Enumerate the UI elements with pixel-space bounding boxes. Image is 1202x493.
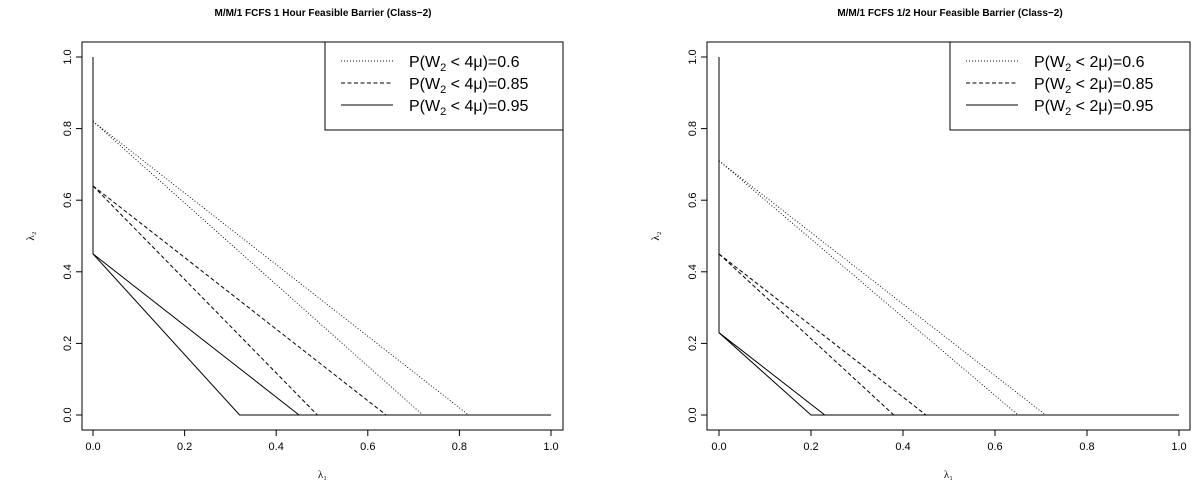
y-axis-label: λ₂ (25, 231, 37, 240)
legend-entry: P(W2 < 2μ)=0.95 (1034, 98, 1154, 118)
x-tick-label: 0.6 (987, 441, 1002, 453)
x-tick-label: 0.8 (452, 441, 467, 453)
series-line-solid (92, 253, 551, 416)
x-tick-label: 1.0 (543, 441, 558, 453)
legend-entry: P(W2 < 4μ)=0.85 (409, 76, 529, 96)
series-line-dotted (718, 160, 1019, 416)
y-tick-label: 0.8 (687, 121, 699, 136)
x-tick-label: 0.6 (360, 441, 375, 453)
x-tick-label: 0.2 (803, 441, 818, 453)
legend-box (324, 41, 564, 131)
legend-entry: P(W2 < 2μ)=0.6 (1034, 54, 1145, 74)
y-tick-label: 0.6 (62, 193, 74, 208)
series-line-dotted (92, 121, 424, 416)
y-tick-label: 0.0 (687, 407, 699, 422)
y-tick-label: 0.8 (62, 121, 74, 136)
series-line-dashed (718, 253, 895, 416)
y-tick-label: 0.4 (687, 264, 699, 279)
x-tick-label: 0.2 (177, 441, 192, 453)
x-axis-label: λ₁ (944, 469, 953, 481)
chart-panel-2: M/M/1 FCFS 1/2 Hour Feasible Barrier (Cl… (650, 8, 1191, 481)
y-axis-label: λ₂ (650, 231, 662, 240)
x-tick-label: 0.0 (85, 441, 100, 453)
series-line-dotted (718, 160, 1179, 416)
y-tick-label: 0.0 (62, 407, 74, 422)
legend-entry: P(W2 < 4μ)=0.95 (409, 98, 529, 118)
series-line-dashed (92, 185, 551, 416)
chart-panel-1: M/M/1 FCFS 1 Hour Feasible Barrier (Clas… (25, 8, 564, 481)
series-line-solid (718, 332, 1179, 416)
y-tick-label: 0.2 (687, 336, 699, 351)
series-line-dotted (92, 121, 551, 416)
chart-title: M/M/1 FCFS 1/2 Hour Feasible Barrier (Cl… (837, 8, 1062, 19)
legend-entry: P(W2 < 4μ)=0.6 (409, 54, 520, 74)
series-line-dashed (718, 253, 1179, 416)
y-tick-label: 0.2 (62, 336, 74, 351)
x-tick-label: 0.4 (269, 441, 284, 453)
x-tick-label: 0.0 (711, 441, 726, 453)
x-tick-label: 1.0 (1171, 441, 1186, 453)
x-axis-label: λ₁ (318, 469, 327, 481)
y-tick-label: 0.6 (687, 193, 699, 208)
legend-box (949, 41, 1191, 131)
chart-title: M/M/1 FCFS 1 Hour Feasible Barrier (Clas… (214, 8, 431, 19)
legend-entry: P(W2 < 2μ)=0.85 (1034, 76, 1154, 96)
x-tick-label: 0.4 (895, 441, 910, 453)
y-tick-label: 1.0 (62, 49, 74, 64)
x-tick-label: 0.8 (1079, 441, 1094, 453)
y-tick-label: 0.4 (62, 264, 74, 279)
series-line-dashed (92, 185, 318, 416)
y-tick-label: 1.0 (687, 49, 699, 64)
